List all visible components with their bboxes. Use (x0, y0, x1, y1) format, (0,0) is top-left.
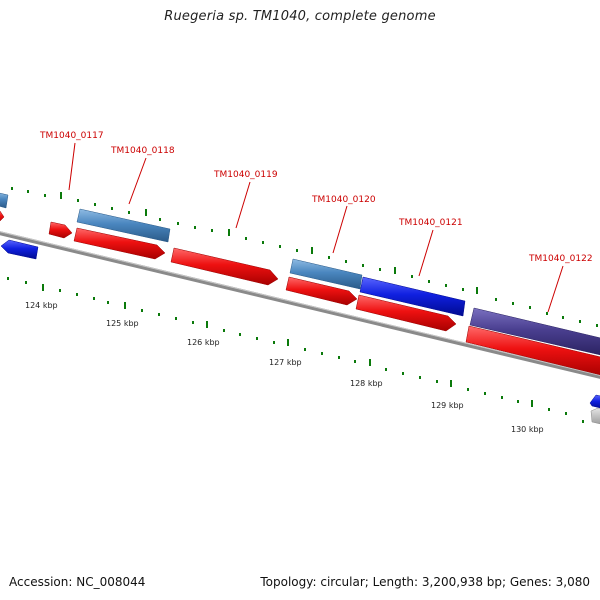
gene-label-tm1040-0122[interactable]: TM1040_0122 (528, 254, 593, 264)
gene-arrow-reverse[interactable] (589, 394, 600, 409)
gene-label-tm1040-0119[interactable]: TM1040_0119 (213, 170, 278, 180)
gene-arrow-reverse[interactable] (590, 407, 600, 425)
genome-stats-text: Topology: circular; Length: 3,200,938 bp… (260, 575, 590, 589)
genome-backbone (0, 231, 600, 379)
gene-arrow-tm1040-0117[interactable] (48, 221, 73, 239)
scale-label-126: 126 kbp (187, 338, 220, 347)
map-title: Ruegeria sp. TM1040, complete genome (164, 9, 436, 24)
gene-arrow[interactable] (73, 227, 166, 260)
gene-label-tm1040-0117[interactable]: TM1040_0117 (39, 131, 104, 141)
gene-arrow-reverse[interactable] (0, 239, 39, 260)
scale-label-125: 125 kbp (106, 319, 139, 328)
accession-text: Accession: NC_008044 (9, 575, 146, 589)
scale-label-127: 127 kbp (269, 358, 302, 367)
gene-arrow[interactable] (285, 276, 358, 306)
gene-arrow-tm1040-0122[interactable] (469, 307, 600, 356)
gene-arrow-tm1040-0121[interactable] (359, 276, 466, 317)
gene-label-tm1040-0120[interactable]: TM1040_0120 (311, 195, 376, 205)
gene-arrow-tm1040-0118-box[interactable] (76, 208, 171, 243)
gene-arrow-tm1040-0119[interactable] (170, 247, 279, 286)
outer-scale-ticks (11, 187, 598, 327)
inner-scale-ticks (7, 277, 584, 423)
scale-label-130: 130 kbp (511, 425, 544, 434)
gene-label-tm1040-0121[interactable]: TM1040_0121 (398, 218, 463, 228)
gene-arrow[interactable] (465, 325, 600, 376)
gene-arrow-tm1040-0120-box[interactable] (289, 258, 363, 290)
gene-arrow[interactable] (355, 294, 457, 332)
gene-label-tm1040-0118[interactable]: TM1040_0118 (110, 146, 175, 156)
gene-arrow[interactable] (0, 210, 5, 223)
label-leaders (68, 142, 564, 313)
gene-arrow[interactable] (0, 192, 9, 209)
scale-label-129: 129 kbp (431, 401, 464, 410)
genome-backbone-highlight (0, 231, 600, 376)
scale-label-124: 124 kbp (25, 301, 58, 310)
scale-label-128: 128 kbp (350, 379, 383, 388)
